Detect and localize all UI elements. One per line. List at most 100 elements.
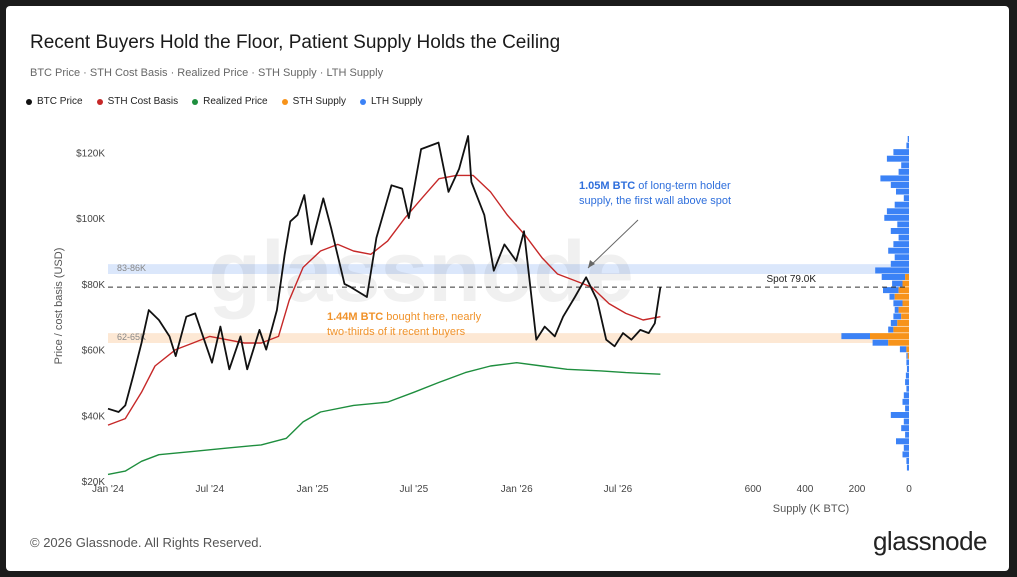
sth-supply-bar xyxy=(902,280,909,287)
supply-axis-label: Supply (K BTC) xyxy=(773,503,849,515)
watermark-text: glassnode xyxy=(208,224,633,320)
lth-supply-bar xyxy=(893,149,909,156)
sth-supply-bar xyxy=(893,326,909,333)
legend-item-sth-cost-basis[interactable]: STH Cost Basis xyxy=(96,96,178,107)
sth-supply-bar xyxy=(897,320,909,326)
lth-supply-bar xyxy=(890,320,898,326)
legend-dot-icon xyxy=(192,98,199,105)
sth-annotation-bold: 1.44M BTC xyxy=(327,311,383,323)
annotation-arrow xyxy=(587,219,639,269)
lth-supply-bar xyxy=(906,458,909,464)
lth-supply-bar xyxy=(894,254,909,261)
lth-annotation-line2: supply, the first wall above spot xyxy=(579,195,731,207)
x-axis: Jan '24 Jul '24 Jan '25 Jul '25 Jan '26 Jul '… xyxy=(92,484,633,495)
lth-supply-bar xyxy=(901,162,909,169)
lth-supply-bar xyxy=(841,333,870,340)
sth-supply-bar xyxy=(905,274,909,280)
y-tick-label: $80K xyxy=(82,280,106,291)
lth-supply-bar xyxy=(893,241,909,248)
lth-supply-bar xyxy=(889,293,895,300)
lth-supply-bar xyxy=(890,228,909,234)
y-tick-label: $100K xyxy=(76,214,105,225)
lth-supply-bar xyxy=(905,379,909,386)
supply-tick-label: 600 xyxy=(745,484,762,495)
lth-supply-bar xyxy=(890,260,909,267)
y-tick-label: $40K xyxy=(82,411,106,422)
legend-item-btc-price[interactable]: BTC Price xyxy=(26,96,83,107)
lth-supply-bar xyxy=(896,188,909,195)
sth-supply-bar xyxy=(894,293,909,300)
lth-supply-bar xyxy=(903,195,909,202)
y-tick-label: $120K xyxy=(76,148,105,159)
legend-item-lth-supply[interactable]: LTH Supply xyxy=(359,96,423,107)
lth-supply-bar xyxy=(896,438,909,445)
lth-annotation-text: of long-term holder xyxy=(635,180,731,192)
price-band-0 xyxy=(108,264,909,274)
chart-card: Recent Buyers Hold the Floor, Patient Su… xyxy=(6,6,1009,571)
series-line-btc-price xyxy=(107,135,662,413)
legend-item-sth-supply[interactable]: STH Supply xyxy=(281,96,346,107)
x-tick-label: Jan '26 xyxy=(501,484,533,495)
price-band-label: 83-86K xyxy=(117,263,146,273)
sth-supply-bar xyxy=(906,346,909,353)
legend: BTC Price STH Cost Basis Realized Price … xyxy=(26,96,423,107)
lth-supply-bar xyxy=(906,366,909,372)
lth-supply-bar xyxy=(886,155,909,162)
lth-supply-bar xyxy=(872,339,889,346)
y-axis: $20K $40K $60K $80K $100K $120K xyxy=(76,148,105,488)
sth-supply-bar xyxy=(902,300,909,307)
sth-supply-bar xyxy=(870,333,909,340)
lth-annotation-bold: 1.05M BTC xyxy=(579,180,635,192)
lth-supply-bar xyxy=(888,326,894,333)
sth-annotation-text: bought here, nearly xyxy=(383,311,481,323)
y-tick-label: $60K xyxy=(82,346,106,357)
legend-dot-icon xyxy=(26,98,32,105)
sth-supply-bar xyxy=(898,287,909,294)
lth-supply-bar xyxy=(905,372,909,379)
legend-dot-icon xyxy=(96,98,103,105)
lth-supply-bar xyxy=(905,431,909,438)
sth-annotation-line2: two-thirds of it recent buyers xyxy=(327,326,466,338)
brand-logo[interactable]: glassnode xyxy=(872,526,988,556)
price-lines xyxy=(107,135,662,476)
lth-supply-bar xyxy=(902,451,909,458)
legend-dot-icon xyxy=(359,98,366,105)
lth-supply-bar xyxy=(875,267,909,274)
sth-supply-bar xyxy=(907,352,909,359)
x-tick-label: Jan '25 xyxy=(297,484,329,495)
lth-supply-bar xyxy=(890,412,909,418)
lth-supply-bar xyxy=(893,313,902,320)
annotation-arrowhead-icon xyxy=(588,260,595,268)
sth-supply-bar xyxy=(901,313,909,320)
chart-subtitle: BTC Price · STH Cost Basis · Realized Pr… xyxy=(30,67,384,79)
lth-supply-bar xyxy=(906,464,909,471)
lth-supply-bar xyxy=(903,392,909,399)
y-axis-label: Price / cost basis (USD) xyxy=(53,248,65,365)
lth-supply-bar xyxy=(892,280,903,287)
lth-supply-bar xyxy=(906,352,908,359)
series-line-sth-cost-basis xyxy=(107,174,661,426)
lth-supply-bar xyxy=(886,208,909,215)
legend-item-realized-price[interactable]: Realized Price xyxy=(192,96,268,107)
copyright-text: © 2026 Glassnode. All Rights Reserved. xyxy=(30,535,263,550)
sth-supply-bar xyxy=(888,339,909,346)
legend-label: BTC Price xyxy=(37,96,83,107)
lth-supply-bar xyxy=(903,444,909,451)
lth-supply-bar xyxy=(906,359,909,366)
lth-supply-bar xyxy=(902,398,909,405)
lth-supply-bar xyxy=(907,136,909,142)
price-bands: 83-86K 62-65K xyxy=(108,263,909,343)
lth-supply-bar xyxy=(899,346,907,353)
sth-supply-bar xyxy=(898,306,909,313)
legend-label: Realized Price xyxy=(203,96,268,107)
lth-supply-bar xyxy=(890,182,909,188)
x-tick-label: Jul '26 xyxy=(604,484,633,495)
lth-supply-bar xyxy=(894,201,909,208)
price-band-1 xyxy=(108,333,909,343)
lth-supply-bar xyxy=(893,300,903,307)
lth-supply-bar xyxy=(903,418,909,425)
lth-annotation-line1: 1.05M BTC of long-term holder xyxy=(579,180,731,192)
lth-supply-bar xyxy=(905,405,909,412)
lth-supply-bar xyxy=(883,287,899,294)
y-tick-label: $20K xyxy=(82,477,106,488)
